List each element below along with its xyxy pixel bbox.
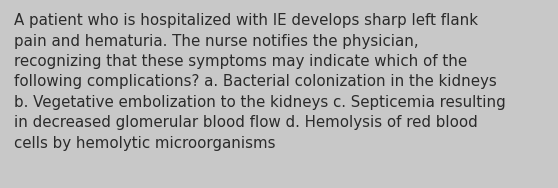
Text: A patient who is hospitalized with IE develops sharp left flank
pain and hematur: A patient who is hospitalized with IE de…	[14, 13, 506, 151]
